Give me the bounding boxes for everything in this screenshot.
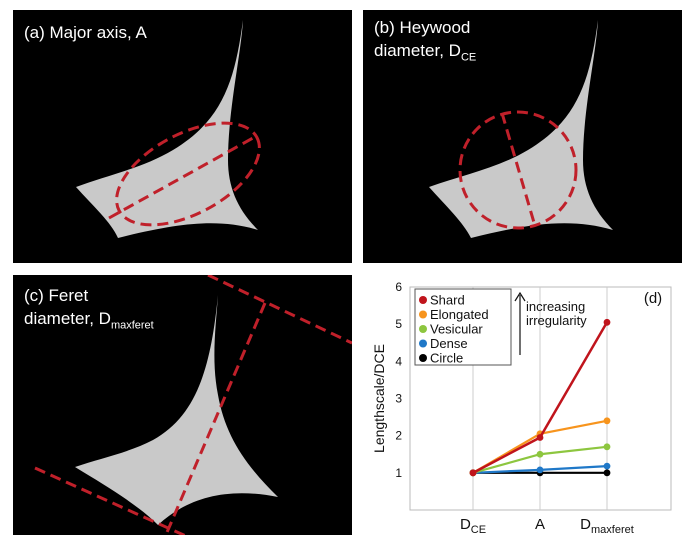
chart-series xyxy=(469,318,611,477)
annotation-text: increasing xyxy=(526,299,585,314)
shard-image-c xyxy=(34,275,352,535)
panel-c-label: (c) Feret diameter, Dmaxferet xyxy=(24,286,154,332)
panel-b-heywood-diameter: (b) Heywood diameter, DCE xyxy=(363,10,682,263)
legend-marker-shard xyxy=(419,296,427,304)
legend-label-elongated: Elongated xyxy=(430,307,489,322)
data-point-shard xyxy=(469,469,477,477)
legend-marker-elongated xyxy=(419,310,427,319)
major-axis-ellipse xyxy=(115,121,261,227)
x-tick-label: Dmaxferet xyxy=(580,516,634,534)
legend-label-shard: Shard xyxy=(430,293,465,308)
heywood-diameter-line xyxy=(500,112,537,227)
data-point-shard xyxy=(536,434,544,441)
y-tick-label: 2 xyxy=(395,429,402,443)
lengthscale-chart: 1 2 3 4 5 6 Lengthscale/DCE DCE A Dmaxferet Shard… xyxy=(371,280,672,534)
feret-diameter-line xyxy=(164,302,267,535)
shard-image-a xyxy=(76,20,261,238)
legend-marker-vesicular xyxy=(419,325,427,333)
y-tick-label: 4 xyxy=(395,354,402,368)
data-point-elongated xyxy=(603,417,611,425)
legend-box xyxy=(414,288,512,366)
panel-a-label: (a) Major axis, A xyxy=(24,23,147,42)
feret-caliper-bottom xyxy=(34,466,188,535)
shard-image-b xyxy=(429,20,613,238)
x-tick-label: A xyxy=(535,516,545,533)
legend-label-dense: Dense xyxy=(430,336,468,351)
legend-marker-dense xyxy=(419,339,427,348)
chart-axes: 1 2 3 4 5 6 Lengthscale/DCE DCE A Dmaxferet xyxy=(371,280,634,534)
panel-c-feret-diameter: (c) Feret diameter, Dmaxferet xyxy=(13,275,352,535)
shard-shape xyxy=(76,20,258,238)
major-axis-line xyxy=(108,136,254,220)
data-point-dense xyxy=(603,462,611,470)
shard-shape xyxy=(429,20,613,238)
x-tick-label: DCE xyxy=(460,516,486,534)
heywood-circle xyxy=(458,110,578,230)
irregularity-arrowhead xyxy=(514,291,526,302)
data-point-circle xyxy=(603,469,611,477)
legend-label-vesicular: Vesicular xyxy=(430,322,483,337)
panel-d-label: (d) xyxy=(644,290,662,307)
annotation-text: irregularity xyxy=(526,313,587,328)
legend-marker-circle xyxy=(419,354,427,362)
data-point-dense xyxy=(536,466,544,474)
data-point-shard xyxy=(603,318,611,326)
data-point-vesicular xyxy=(603,443,611,451)
panel-b-label: (b) Heywood diameter, DCE xyxy=(374,18,477,64)
legend-label-circle: Circle xyxy=(430,351,463,366)
y-tick-label: 5 xyxy=(395,317,402,331)
feret-caliper-top xyxy=(207,275,352,345)
shard-shape xyxy=(75,295,278,525)
y-tick-label: 1 xyxy=(395,466,402,480)
y-tick-label: 3 xyxy=(395,392,402,406)
panel-a-major-axis: (a) Major axis, A xyxy=(13,10,352,263)
y-axis-label: Lengthscale/DCE xyxy=(371,344,387,453)
y-tick-label: 6 xyxy=(395,280,402,294)
data-point-vesicular xyxy=(536,450,544,458)
